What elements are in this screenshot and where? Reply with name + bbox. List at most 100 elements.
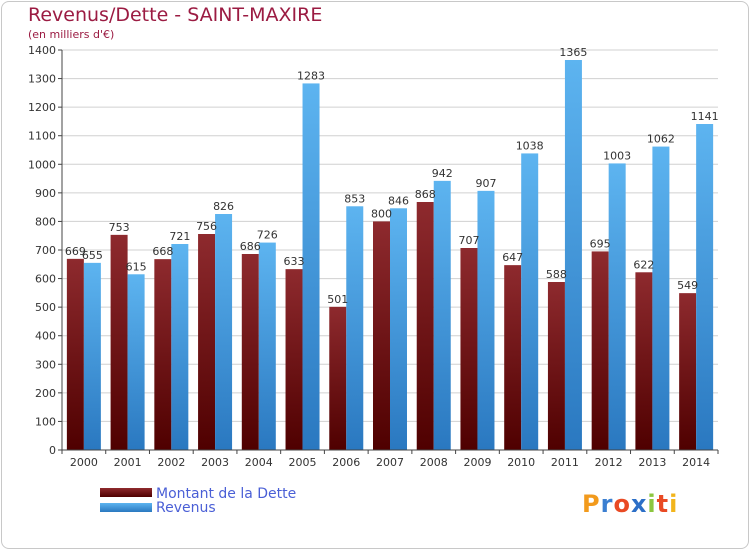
x-tick-label: 2003 xyxy=(201,456,229,469)
bar-debt xyxy=(504,265,522,450)
y-tick-label: 1200 xyxy=(28,101,56,114)
data-label-debt: 756 xyxy=(196,220,217,233)
bar-revenue xyxy=(477,190,495,450)
x-tick-label: 2002 xyxy=(157,456,185,469)
y-tick-label: 500 xyxy=(35,301,56,314)
x-tick-label: 2006 xyxy=(332,456,360,469)
axes xyxy=(61,50,718,451)
bar-revenue xyxy=(564,60,582,450)
proxiti-logo: Proxiti xyxy=(582,490,678,518)
y-tick-label: 1100 xyxy=(28,130,56,143)
x-tick-label: 2008 xyxy=(420,456,448,469)
bar-debt xyxy=(285,269,303,450)
data-label-revenue: 721 xyxy=(169,230,190,243)
chart-title: Revenus/Dette - SAINT-MAXIRE xyxy=(28,4,323,26)
bar-revenue xyxy=(390,208,407,450)
data-label-revenue: 853 xyxy=(344,192,365,205)
bar-revenue xyxy=(258,242,276,450)
data-label-revenue: 1038 xyxy=(516,139,544,152)
bar-debt xyxy=(329,306,347,450)
bar-debt xyxy=(373,221,390,450)
y-tick-label: 800 xyxy=(35,215,56,228)
data-label-revenue: 1003 xyxy=(603,149,631,162)
data-label-debt: 588 xyxy=(546,268,567,281)
data-label-revenue: 726 xyxy=(257,229,278,242)
y-tick-label: 1400 xyxy=(28,44,56,57)
logo-letter: r xyxy=(600,490,614,518)
bar-revenue xyxy=(696,124,714,450)
bar-revenue xyxy=(521,153,539,450)
logo-letter: t xyxy=(656,490,670,518)
logo-letter: i xyxy=(669,490,679,518)
y-tick-label: 900 xyxy=(35,187,56,200)
bar-debt xyxy=(110,234,128,450)
legend-swatch-debt xyxy=(100,488,152,497)
x-tick-label: 2012 xyxy=(595,456,623,469)
x-tick-label: 2007 xyxy=(376,456,404,469)
bar-revenue xyxy=(127,274,145,450)
data-label-revenue: 615 xyxy=(126,260,147,273)
bar-debt xyxy=(591,251,609,450)
data-label-debt: 707 xyxy=(458,234,479,247)
data-label-revenue: 907 xyxy=(475,177,496,190)
x-tick-label: 2010 xyxy=(507,456,535,469)
y-tick-label: 400 xyxy=(35,330,56,343)
y-tick-label: 100 xyxy=(35,415,56,428)
data-label-debt: 622 xyxy=(633,258,654,271)
legend-swatch-revenue xyxy=(100,503,152,512)
y-axis-ticks: 0 100 200 300 400 500 600 700 800 900 1000 1100 1200… xyxy=(28,44,62,457)
logo-letter: x xyxy=(630,490,648,518)
bar-debt xyxy=(547,282,565,450)
x-tick-label: 2011 xyxy=(551,456,579,469)
bar-revenue xyxy=(215,214,233,450)
logo-letter: o xyxy=(613,490,631,518)
legend-label-debt: Montant de la Dette xyxy=(156,486,297,502)
x-tick-label: 2014 xyxy=(682,456,710,469)
data-label-debt: 800 xyxy=(371,207,392,220)
bar-debt xyxy=(635,272,653,450)
y-tick-label: 1000 xyxy=(28,158,56,171)
data-label-revenue: 942 xyxy=(432,167,453,180)
y-tick-label: 300 xyxy=(35,358,56,371)
data-label-revenue: 1062 xyxy=(647,133,675,146)
bar-revenue xyxy=(302,83,320,450)
data-label-debt: 868 xyxy=(415,188,436,201)
data-label-revenue: 826 xyxy=(213,200,234,213)
bar-revenue xyxy=(652,146,670,451)
data-label-revenue: 1141 xyxy=(691,110,719,123)
bar-debt xyxy=(416,202,434,450)
y-tick-label: 600 xyxy=(35,273,56,286)
data-label-debt: 753 xyxy=(109,221,130,234)
y-tick-label: 200 xyxy=(35,387,56,400)
bar-debt xyxy=(460,248,478,450)
bar-revenue xyxy=(608,163,626,450)
data-label-debt: 668 xyxy=(152,245,173,258)
x-tick-label: 2004 xyxy=(245,456,273,469)
data-label-revenue: 846 xyxy=(388,194,409,207)
data-label-debt: 647 xyxy=(502,251,523,264)
data-label-debt: 686 xyxy=(240,240,261,253)
x-tick-label: 2001 xyxy=(114,456,142,469)
bars xyxy=(66,60,714,451)
data-label-revenue: 1365 xyxy=(559,46,587,59)
data-label-debt: 549 xyxy=(677,279,698,292)
data-label-debt: 501 xyxy=(327,293,348,306)
data-label-revenue: 655 xyxy=(82,249,103,262)
logo-letter: i xyxy=(647,490,657,518)
data-label-debt: 695 xyxy=(590,237,611,250)
x-tick-label: 2000 xyxy=(70,456,98,469)
x-tick-label: 2009 xyxy=(463,456,491,469)
bar-revenue xyxy=(346,206,364,450)
legend-label-revenue: Revenus xyxy=(156,500,216,516)
bar-revenue xyxy=(83,262,101,450)
y-tick-label: 1300 xyxy=(28,73,56,86)
x-tick-label: 2013 xyxy=(638,456,666,469)
x-tick-label: 2005 xyxy=(289,456,317,469)
y-tick-label: 700 xyxy=(35,244,56,257)
bar-debt xyxy=(198,234,216,450)
bar-revenue xyxy=(433,180,451,450)
bar-revenue xyxy=(171,244,189,450)
chart-subtitle: (en milliers d'€) xyxy=(28,28,115,41)
